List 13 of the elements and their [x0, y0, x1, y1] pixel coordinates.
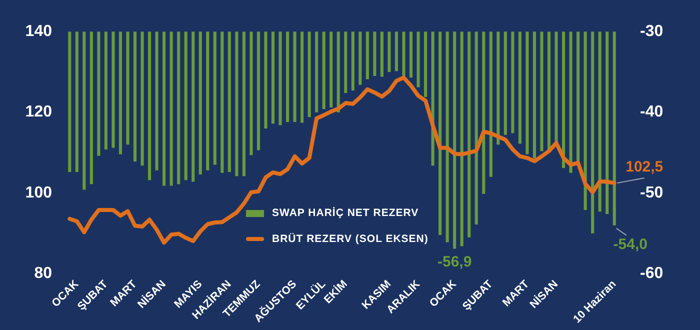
y2-tick-label: -30 [640, 23, 664, 40]
data-label: 102,5 [626, 158, 664, 176]
y2-tick-label: -40 [640, 104, 664, 121]
y2-tick-label: -60 [640, 265, 664, 282]
y-tick-label: 120 [25, 104, 52, 121]
legend-label: SWAP HARİÇ NET REZERV [272, 207, 419, 219]
y-tick-label: 100 [25, 184, 52, 202]
y-tick-label: 80 [34, 265, 52, 282]
y2-tick-label: -50 [640, 184, 664, 202]
legend-label: BRÜT REZERV (SOL EKSEN) [272, 233, 428, 245]
data-label: -56,9 [437, 253, 472, 270]
y-tick-label: 140 [25, 23, 52, 40]
data-label: -54,0 [613, 236, 648, 253]
